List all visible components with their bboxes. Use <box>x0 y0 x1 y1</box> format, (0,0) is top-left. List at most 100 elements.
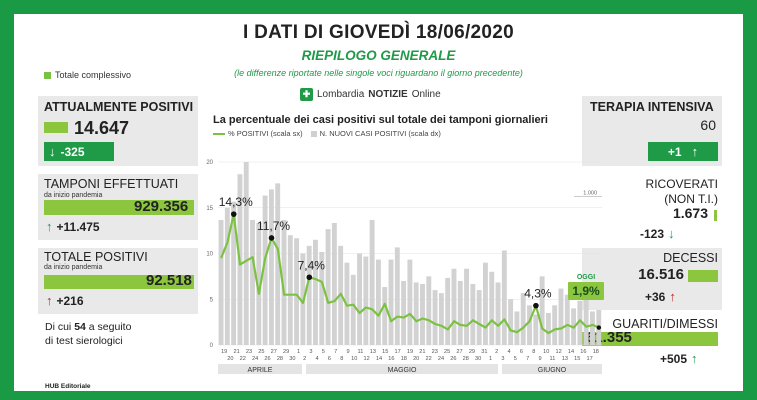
annotation-dot <box>268 235 275 241</box>
x-tick-label: 21 <box>419 349 425 355</box>
annotation-label: 7,4% <box>298 258 326 272</box>
x-tick-label: 23 <box>246 349 252 355</box>
case-bar <box>350 274 356 345</box>
x-tick-label: 19 <box>407 349 413 355</box>
legend-cases: N. NUOVI CASI POSITIVI (scala dx) <box>310 129 441 138</box>
ricoverati-label: RICOVERATI <box>645 177 718 191</box>
x-tick-label: 12 <box>364 356 370 362</box>
x-tick-label: 14 <box>376 356 382 362</box>
case-bar <box>281 219 287 345</box>
x-tick-label: 26 <box>450 356 456 362</box>
arrow-up-icon: ↑ <box>46 219 53 234</box>
x-tick-label: 15 <box>382 349 388 355</box>
x-tick-label: 10 <box>543 349 549 355</box>
oggi-label: OGGI <box>577 274 595 281</box>
annotation-dot <box>230 211 237 217</box>
x-tick-label: 2 <box>495 349 498 355</box>
annotation-label: 4,3% <box>524 287 552 301</box>
legend-pct-label: % POSITIVI (scala sx) <box>228 129 303 138</box>
case-bar <box>413 282 419 345</box>
case-bar <box>432 290 438 345</box>
y-tick-label: 20 <box>206 160 213 166</box>
case-bar <box>401 280 407 345</box>
case-bar <box>527 305 532 345</box>
case-bar <box>577 300 583 345</box>
case-bar <box>287 235 293 345</box>
guariti-delta-row: +505 ↑ <box>660 351 698 366</box>
lombardia-logo-icon: ✚ <box>300 88 313 101</box>
tamponi-delta-row: ↑ +11.475 <box>46 219 100 234</box>
sierologici-count: 54 <box>74 321 86 333</box>
x-tick-label: 18 <box>401 356 407 362</box>
brand-suffix: Online <box>411 89 441 100</box>
chart-title: La percentuale dei casi positivi sul tot… <box>213 114 548 126</box>
x-tick-label: 16 <box>388 356 394 362</box>
x-tick-label: 6 <box>328 356 331 362</box>
x-tick-label: 4 <box>316 356 319 362</box>
terapia-delta: +1 <box>667 144 682 159</box>
totale-label: TOTALE POSITIVI <box>44 250 148 264</box>
chart-svg: 051015201.00014,3%11,7%7,4%4,3%OGGI1,9%1… <box>206 160 604 374</box>
month-band <box>218 364 302 374</box>
x-tick-label: 20 <box>413 356 419 362</box>
annotation-label: 14,3% <box>219 195 253 209</box>
decessi-delta: +36 <box>645 289 666 304</box>
case-bar <box>558 288 564 345</box>
case-bar <box>306 245 312 345</box>
x-tick-label: 20 <box>227 356 233 362</box>
x-tick-label: 28 <box>277 356 283 362</box>
case-bar <box>464 268 470 345</box>
guariti-bar <box>582 332 718 346</box>
x-tick-label: 11 <box>550 356 556 362</box>
decessi-delta-row: +36 ↑ <box>645 289 676 304</box>
x-tick-label: 16 <box>580 349 586 355</box>
case-bar <box>243 162 249 345</box>
case-bar <box>313 239 318 345</box>
guariti-label: GUARITI/DIMESSI <box>612 317 718 331</box>
case-bar <box>375 259 381 345</box>
x-tick-label: 27 <box>456 349 462 355</box>
x-tick-label: 7 <box>526 356 529 362</box>
page-subtitle: RIEPILOGO GENERALE <box>301 48 456 63</box>
x-tick-label: 18 <box>593 349 599 355</box>
annotation-dot <box>533 302 539 309</box>
x-tick-label: 6 <box>520 349 523 355</box>
x-tick-label: 14 <box>568 349 574 355</box>
x-tick-label: 24 <box>438 356 444 362</box>
legend-total-label: Totale complessivo <box>55 70 132 80</box>
decessi-bar <box>688 270 718 282</box>
y-tick-label: 0 <box>210 343 214 349</box>
y-tick-label: 10 <box>206 252 213 258</box>
tamponi-label: TAMPONI EFFETTUATI <box>44 177 179 191</box>
case-bar <box>552 305 558 345</box>
month-band <box>306 364 498 374</box>
case-bar <box>275 183 281 345</box>
terapia-value: 60 <box>700 117 716 133</box>
x-tick-label: 3 <box>309 349 312 355</box>
case-bar <box>583 299 589 345</box>
ricoverati-delta: -123 <box>640 226 665 241</box>
x-tick-label: 21 <box>233 349 239 355</box>
footer-credit: HUB Editoriale <box>45 383 91 390</box>
case-bar <box>514 311 520 345</box>
terapia-delta-box: +1 ↑ <box>648 142 718 161</box>
arrow-up-red-icon: ↑ <box>46 293 53 308</box>
case-bar <box>533 314 539 345</box>
case-bar <box>363 256 369 345</box>
x-tick-label: 24 <box>252 356 258 362</box>
case-bar <box>294 238 300 345</box>
legend-cases-label: N. NUOVI CASI POSITIVI (scala dx) <box>319 129 441 138</box>
totale-delta-row: ↑ +216 <box>46 293 84 308</box>
case-bar <box>250 219 255 345</box>
month-label: GIUGNO <box>538 367 567 374</box>
case-bar <box>394 247 400 345</box>
sierologici-note: Di cui 54 a seguito di test sierologici <box>45 320 131 348</box>
case-bar <box>482 262 488 345</box>
x-tick-label: 15 <box>574 356 580 362</box>
x-tick-label: 31 <box>481 349 487 355</box>
totale-bar <box>44 275 194 289</box>
arrow-down-icon: ↓ <box>668 226 675 241</box>
legend-line-icon <box>213 133 225 136</box>
x-tick-label: 29 <box>283 349 289 355</box>
sierologici-line2: di test sierologici <box>45 335 123 347</box>
